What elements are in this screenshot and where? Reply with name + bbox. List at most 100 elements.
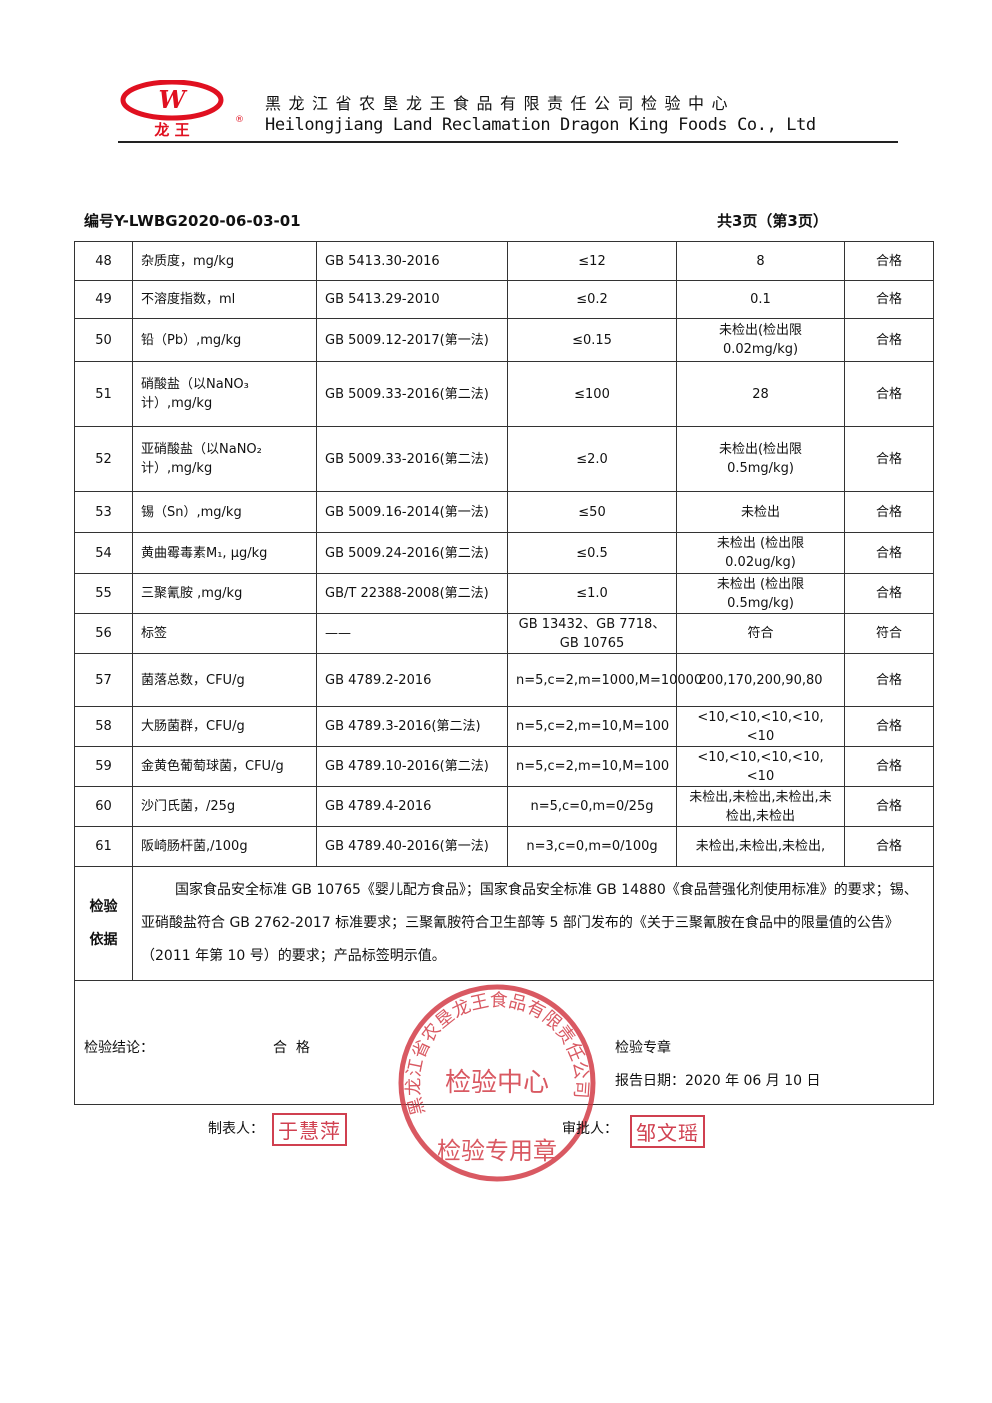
verdict: 合格 (844, 706, 934, 747)
test-method: GB/T 22388-2008(第二法) (316, 573, 508, 614)
table-row: 56 标签 —— GB 13432、GB 7718、GB 10765 符合 符合 (74, 613, 934, 654)
basis-row: 检验依据 国家食品安全标准 GB 10765《婴儿配方食品》；国家食品安全标准 … (74, 866, 934, 981)
item-name: 金黄色葡萄球菌，CFU/g (132, 746, 317, 787)
result: 未检出,未检出,未检出,未检出,未检出 (676, 786, 845, 827)
test-method: GB 5009.12-2017(第一法) (316, 318, 508, 362)
conclusion-row: 检验结论： 合 格 检验专章 报告日期：2020 年 06 月 10 日 (74, 980, 934, 1105)
result: 未检出 (检出限 0.02ug/kg) (676, 532, 845, 574)
verdict: 合格 (844, 426, 934, 492)
item-number: 54 (74, 532, 133, 574)
item-number: 55 (74, 573, 133, 614)
specification: ≤1.0 (507, 573, 677, 614)
page-number: 共3页（第3页） (717, 212, 828, 230)
conclusion-label: 检验结论： (84, 1040, 154, 1056)
result: 未检出 (676, 491, 845, 533)
verdict: 合格 (844, 241, 934, 281)
result: 200,170,200,90,80 (676, 653, 845, 707)
specification: ≤2.0 (507, 426, 677, 492)
test-method: —— (316, 613, 508, 654)
table-row: 58 大肠菌群，CFU/g GB 4789.3-2016(第二法) n=5,c=2,m… (74, 706, 934, 747)
approver-label: 审批人： (562, 1121, 618, 1137)
table-row: 60 沙门氏菌，/25g GB 4789.4-2016 n=5,c=0,m=0/25g… (74, 786, 934, 827)
dragon-king-logo: W 龙 王 ® (120, 80, 244, 138)
item-number: 49 (74, 280, 133, 319)
result: 28 (676, 361, 845, 427)
item-number: 52 (74, 426, 133, 492)
test-method: GB 5009.24-2016(第二法) (316, 532, 508, 574)
specification: ≤0.15 (507, 318, 677, 362)
table-row: 53 锡（Sn）,mg/kg GB 5009.16-2014(第一法) ≤50 未检出合… (74, 491, 934, 533)
svg-text:W: W (159, 85, 188, 114)
report-date: 报告日期：2020 年 06 月 10 日 (615, 1073, 821, 1089)
table-row: 52 亚硝酸盐（以NaNO₂计）,mg/kg GB 5009.33-2016(第二法… (74, 426, 934, 492)
test-method: GB 4789.3-2016(第二法) (316, 706, 508, 747)
conclusion-cell: 检验结论： 合 格 检验专章 报告日期：2020 年 06 月 10 日 (74, 980, 934, 1105)
specification: ≤0.5 (507, 532, 677, 574)
specification: GB 13432、GB 7718、GB 10765 (507, 613, 677, 654)
item-number: 51 (74, 361, 133, 427)
table-row: 55 三聚氰胺 ,mg/kg GB/T 22388-2008(第二法) ≤1.0 未检出… (74, 573, 934, 614)
item-name: 三聚氰胺 ,mg/kg (132, 573, 317, 614)
item-name: 大肠菌群，CFU/g (132, 706, 317, 747)
verdict: 合格 (844, 318, 934, 362)
item-number: 57 (74, 653, 133, 707)
result: <10,<10,<10,<10,<10 (676, 746, 845, 787)
item-name: 硝酸盐（以NaNO₃计）,mg/kg (132, 361, 317, 427)
specification: n=5,c=2,m=1000,M=10000 (507, 653, 702, 707)
table-row: 49 不溶度指数，ml GB 5413.29-2010 ≤0.2 0.1 合格 (74, 280, 934, 319)
result: 0.1 (676, 280, 845, 319)
test-method: GB 5009.33-2016(第二法) (316, 361, 508, 427)
stamp-label: 检验专章 (615, 1040, 671, 1056)
test-method: GB 4789.40-2016(第一法) (316, 826, 508, 867)
preparer-label: 制表人： (208, 1121, 264, 1137)
logo-text: 龙 王 (153, 121, 189, 138)
test-method: GB 4789.4-2016 (316, 786, 508, 827)
item-name: 不溶度指数，ml (132, 280, 317, 319)
company-name-cn: 黑龙江省农垦龙王食品有限责任公司检验中心 (265, 94, 736, 113)
test-method: GB 5413.29-2010 (316, 280, 508, 319)
approver-signature-stamp: 邹文瑶 (630, 1115, 705, 1148)
basis-label: 检验依据 (74, 866, 133, 981)
verdict: 合格 (844, 786, 934, 827)
result: 未检出,未检出,未检出, (676, 826, 845, 867)
table-row: 50 铅（Pb）,mg/kg GB 5009.12-2017(第一法) ≤0.15 未检… (74, 318, 934, 362)
header-divider (118, 141, 898, 143)
inspection-table: 48 杂质度，mg/kg GB 5413.30-2016 ≤12 8 合格 49 不溶度指数，… (74, 241, 934, 1105)
verdict: 合格 (844, 826, 934, 867)
verdict: 合格 (844, 653, 934, 707)
specification: ≤100 (507, 361, 677, 427)
item-name: 铅（Pb）,mg/kg (132, 318, 317, 362)
test-method: GB 5009.16-2014(第一法) (316, 491, 508, 533)
item-name: 沙门氏菌，/25g (132, 786, 317, 827)
verdict: 合格 (844, 573, 934, 614)
result: 符合 (676, 613, 845, 654)
specification: n=3,c=0,m=0/100g (507, 826, 677, 867)
verdict: 合格 (844, 532, 934, 574)
item-number: 50 (74, 318, 133, 362)
specification: ≤50 (507, 491, 677, 533)
verdict: 符合 (844, 613, 934, 654)
item-name: 标签 (132, 613, 317, 654)
table-row: 59 金黄色葡萄球菌，CFU/g GB 4789.10-2016(第二法) n=5,c… (74, 746, 934, 787)
specification: n=5,c=2,m=10,M=100 (507, 706, 677, 747)
verdict: 合格 (844, 746, 934, 787)
item-name: 菌落总数，CFU/g (132, 653, 317, 707)
item-name: 亚硝酸盐（以NaNO₂计）,mg/kg (132, 426, 317, 492)
result: <10,<10,<10,<10,<10 (676, 706, 845, 747)
verdict: 合格 (844, 361, 934, 427)
specification: n=5,c=2,m=10,M=100 (507, 746, 677, 787)
conclusion-value: 合 格 (273, 1040, 310, 1056)
seal-bottom-text: 检验专用章 (437, 1137, 557, 1165)
test-method: GB 5413.30-2016 (316, 241, 508, 281)
item-number: 53 (74, 491, 133, 533)
company-name-en: Heilongjiang Land Reclamation Dragon Kin… (265, 115, 816, 135)
item-number: 61 (74, 826, 133, 867)
item-number: 58 (74, 706, 133, 747)
item-number: 60 (74, 786, 133, 827)
document-number: 编号Y-LWBG2020-06-03-01 (84, 212, 301, 230)
item-name: 杂质度，mg/kg (132, 241, 317, 281)
item-number: 48 (74, 241, 133, 281)
table-row: 61 阪崎肠杆菌,/100g GB 4789.40-2016(第一法) n=3,c=0… (74, 826, 934, 867)
specification: ≤12 (507, 241, 677, 281)
